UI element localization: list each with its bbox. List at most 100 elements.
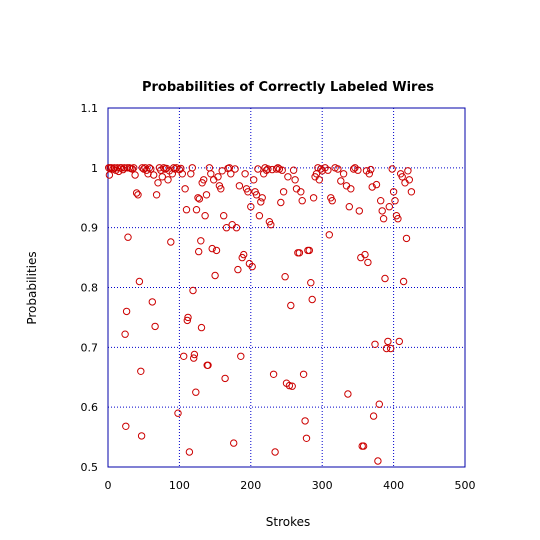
- data-point: [254, 165, 262, 173]
- data-point: [289, 166, 298, 174]
- x-tick-label: 300: [312, 479, 333, 492]
- data-point: [365, 170, 373, 178]
- data-point: [247, 203, 255, 211]
- points-layer: [105, 164, 416, 465]
- data-point: [137, 432, 146, 440]
- data-point: [368, 183, 376, 191]
- data-point: [379, 215, 388, 223]
- data-point: [339, 170, 348, 178]
- y-tick-label: 0.8: [81, 282, 99, 295]
- data-point: [277, 198, 285, 207]
- data-point: [195, 247, 203, 256]
- data-point: [361, 250, 369, 259]
- data-point: [374, 457, 382, 465]
- data-point: [269, 370, 278, 378]
- data-point: [382, 344, 391, 353]
- data-point: [188, 164, 197, 172]
- y-tick-label: 0.7: [81, 341, 99, 354]
- data-point: [197, 237, 205, 245]
- data-point: [291, 176, 299, 184]
- data-point: [158, 173, 167, 181]
- data-point: [190, 350, 199, 359]
- data-point: [122, 307, 131, 316]
- data-point: [355, 207, 363, 215]
- data-point: [372, 180, 381, 189]
- data-point: [180, 352, 188, 360]
- data-point: [147, 165, 155, 173]
- data-point: [222, 224, 231, 232]
- data-point: [145, 164, 154, 172]
- data-point: [154, 179, 162, 187]
- data-point: [337, 177, 345, 185]
- data-point: [308, 295, 316, 304]
- data-point: [402, 234, 411, 243]
- data-point: [328, 197, 336, 205]
- data-point: [395, 337, 403, 346]
- data-point: [217, 185, 225, 193]
- data-point: [285, 381, 294, 390]
- data-point: [230, 439, 238, 447]
- data-point: [371, 340, 379, 348]
- y-tick-label: 0.6: [81, 401, 99, 414]
- data-point: [394, 215, 402, 223]
- data-point: [349, 165, 358, 173]
- data-point: [317, 165, 325, 173]
- data-point: [271, 448, 279, 456]
- x-axis-label: Strokes: [266, 515, 311, 529]
- data-point: [344, 390, 352, 398]
- y-tick-label: 1: [91, 162, 98, 175]
- data-point: [264, 165, 272, 173]
- data-point: [302, 434, 311, 442]
- data-point: [307, 279, 315, 287]
- data-point: [301, 417, 309, 425]
- data-point: [399, 277, 408, 286]
- data-point: [174, 409, 182, 417]
- data-point: [407, 188, 416, 196]
- data-point: [250, 176, 258, 184]
- data-point: [244, 188, 252, 196]
- data-point: [178, 170, 187, 178]
- data-point: [195, 195, 204, 203]
- data-point: [384, 337, 392, 346]
- x-tick-label: 200: [240, 479, 261, 492]
- y-tick-label: 1.1: [81, 102, 99, 115]
- data-point: [324, 166, 332, 174]
- data-point: [121, 330, 129, 338]
- data-point: [135, 277, 144, 286]
- data-point: [405, 176, 413, 184]
- data-point: [385, 203, 393, 211]
- data-point: [345, 203, 353, 211]
- data-point: [234, 265, 242, 274]
- data-point: [202, 191, 211, 199]
- data-point: [299, 370, 308, 378]
- data-point: [347, 185, 355, 193]
- data-point: [200, 176, 208, 184]
- data-point: [177, 164, 185, 173]
- data-point: [220, 212, 228, 220]
- data-point: [131, 171, 139, 179]
- data-point: [240, 250, 248, 259]
- chart-title: Probabilities of Correctly Labeled Wires: [142, 80, 434, 95]
- data-point: [132, 189, 141, 197]
- x-tick-label: 400: [383, 479, 404, 492]
- data-point: [279, 188, 288, 196]
- data-point: [334, 165, 342, 173]
- data-point: [148, 298, 157, 306]
- data-point: [252, 191, 261, 199]
- data-point: [255, 212, 264, 220]
- data-point: [171, 165, 179, 173]
- data-point: [167, 238, 175, 246]
- data-point: [211, 271, 219, 280]
- data-point: [134, 191, 142, 199]
- data-point: [287, 301, 295, 310]
- data-point: [185, 448, 194, 456]
- data-point: [387, 344, 395, 353]
- data-point: [138, 164, 147, 172]
- x-tick-label: 500: [455, 479, 476, 492]
- data-point: [207, 170, 215, 178]
- data-point: [398, 173, 406, 181]
- data-point: [369, 412, 378, 420]
- data-point: [197, 323, 206, 332]
- data-point: [128, 165, 137, 173]
